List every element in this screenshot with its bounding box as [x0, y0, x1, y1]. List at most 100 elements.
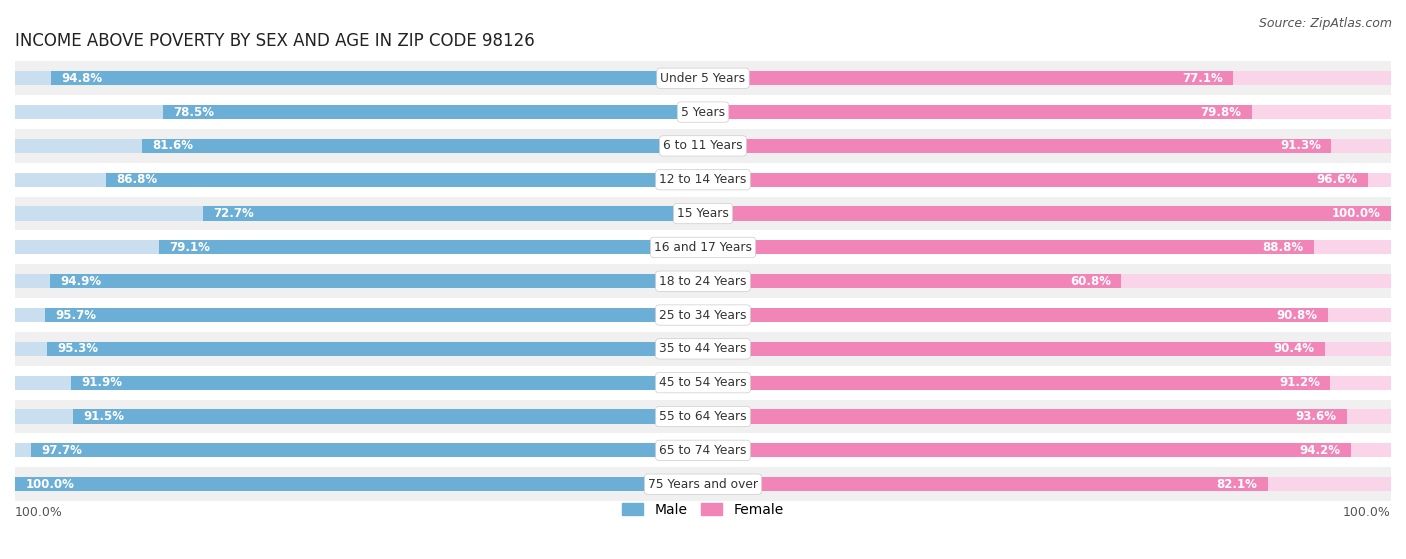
Text: 95.7%: 95.7% [55, 309, 96, 321]
Bar [15, 274, 703, 288]
Text: 100.0%: 100.0% [15, 506, 63, 519]
Bar [15, 443, 703, 457]
Text: 90.4%: 90.4% [1274, 342, 1315, 356]
Bar [15, 163, 1391, 197]
Bar [202, 206, 703, 221]
Bar [703, 206, 1391, 221]
Bar [15, 366, 1391, 400]
Bar [703, 376, 1391, 390]
Text: 15 Years: 15 Years [678, 207, 728, 220]
Bar [48, 342, 703, 356]
Text: 79.8%: 79.8% [1201, 106, 1241, 119]
Text: 78.5%: 78.5% [173, 106, 214, 119]
Bar [703, 206, 1391, 221]
Bar [142, 139, 703, 153]
Text: 100.0%: 100.0% [25, 477, 75, 491]
Bar [51, 71, 703, 86]
Bar [15, 129, 1391, 163]
Bar [703, 376, 1330, 390]
Bar [703, 105, 1391, 119]
Bar [703, 342, 1324, 356]
Bar [15, 95, 1391, 129]
Text: 96.6%: 96.6% [1316, 173, 1357, 186]
Bar [15, 105, 703, 119]
Bar [45, 308, 703, 322]
Text: 93.6%: 93.6% [1296, 410, 1337, 423]
Bar [15, 61, 1391, 95]
Bar [703, 443, 1351, 457]
Bar [703, 139, 1331, 153]
Text: 72.7%: 72.7% [214, 207, 254, 220]
Bar [703, 308, 1391, 322]
Bar [703, 409, 1347, 424]
Bar [15, 400, 1391, 433]
Text: 91.2%: 91.2% [1279, 376, 1320, 389]
Bar [703, 71, 1391, 86]
Text: 65 to 74 Years: 65 to 74 Years [659, 444, 747, 457]
Bar [31, 443, 703, 457]
Text: 79.1%: 79.1% [169, 241, 209, 254]
Bar [15, 342, 703, 356]
Text: 95.3%: 95.3% [58, 342, 98, 356]
Text: 82.1%: 82.1% [1216, 477, 1257, 491]
Bar [15, 139, 703, 153]
Text: 5 Years: 5 Years [681, 106, 725, 119]
Text: 60.8%: 60.8% [1070, 274, 1111, 288]
Text: 100.0%: 100.0% [1331, 207, 1381, 220]
Bar [15, 477, 703, 491]
Text: 97.7%: 97.7% [41, 444, 82, 457]
Text: 91.9%: 91.9% [82, 376, 122, 389]
Bar [703, 240, 1391, 254]
Bar [159, 240, 703, 254]
Text: 75 Years and over: 75 Years and over [648, 477, 758, 491]
Bar [15, 173, 703, 187]
Bar [703, 274, 1391, 288]
Bar [703, 173, 1391, 187]
Text: 94.2%: 94.2% [1299, 444, 1341, 457]
Bar [163, 105, 703, 119]
Bar [51, 274, 703, 288]
Bar [105, 173, 703, 187]
Text: 6 to 11 Years: 6 to 11 Years [664, 139, 742, 153]
Bar [73, 409, 703, 424]
Bar [15, 308, 703, 322]
Bar [703, 139, 1391, 153]
Bar [15, 71, 703, 86]
Bar [15, 197, 1391, 230]
Bar [703, 240, 1315, 254]
Bar [15, 264, 1391, 298]
Text: 25 to 34 Years: 25 to 34 Years [659, 309, 747, 321]
Text: 100.0%: 100.0% [1343, 506, 1391, 519]
Bar [703, 409, 1391, 424]
Bar [15, 298, 1391, 332]
Bar [703, 477, 1391, 491]
Bar [70, 376, 703, 390]
Text: 91.3%: 91.3% [1279, 139, 1320, 153]
Text: 16 and 17 Years: 16 and 17 Years [654, 241, 752, 254]
Bar [15, 332, 1391, 366]
Bar [15, 409, 703, 424]
Bar [15, 433, 1391, 467]
Bar [703, 71, 1233, 86]
Text: 90.8%: 90.8% [1277, 309, 1317, 321]
Bar [703, 274, 1122, 288]
Text: 94.8%: 94.8% [60, 72, 103, 85]
Legend: Male, Female: Male, Female [617, 498, 789, 523]
Bar [15, 206, 703, 221]
Bar [703, 477, 1268, 491]
Text: Source: ZipAtlas.com: Source: ZipAtlas.com [1258, 17, 1392, 30]
Bar [15, 376, 703, 390]
Text: 86.8%: 86.8% [117, 173, 157, 186]
Bar [703, 173, 1368, 187]
Bar [15, 230, 1391, 264]
Text: Under 5 Years: Under 5 Years [661, 72, 745, 85]
Text: 55 to 64 Years: 55 to 64 Years [659, 410, 747, 423]
Text: 91.5%: 91.5% [84, 410, 125, 423]
Text: 35 to 44 Years: 35 to 44 Years [659, 342, 747, 356]
Bar [15, 467, 1391, 501]
Text: 81.6%: 81.6% [152, 139, 193, 153]
Text: 45 to 54 Years: 45 to 54 Years [659, 376, 747, 389]
Bar [15, 477, 703, 491]
Text: 88.8%: 88.8% [1263, 241, 1303, 254]
Text: 77.1%: 77.1% [1182, 72, 1223, 85]
